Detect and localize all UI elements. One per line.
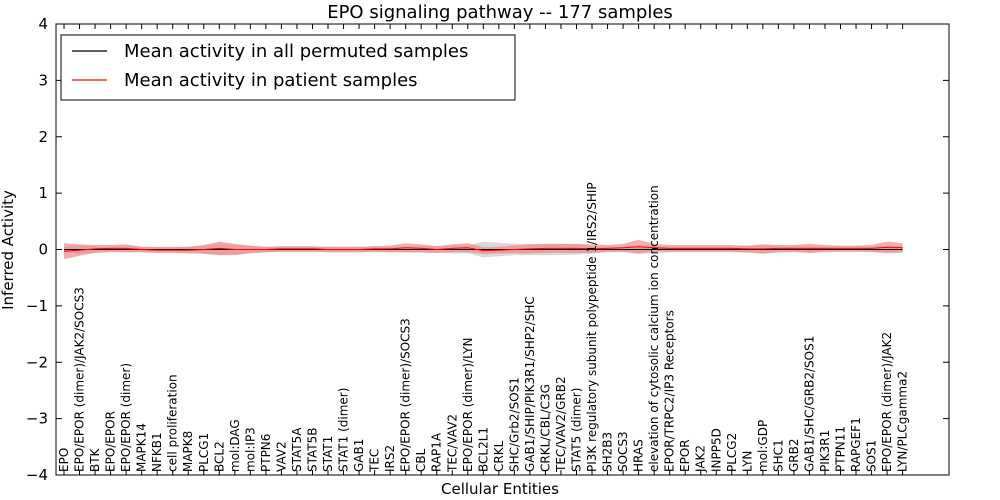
x-tick-label: mol:GDP — [756, 420, 770, 472]
x-tick-label: TEC/VAV2 — [445, 414, 459, 473]
x-tick-label: GRB2 — [787, 438, 801, 472]
x-tick-label: MAPK14 — [135, 423, 149, 472]
x-tick-label: EPO/EPOR (dimer)/JAK2 — [880, 332, 894, 472]
y-tick-label: −4 — [26, 466, 48, 484]
legend: Mean activity in all permuted samples Me… — [60, 34, 516, 101]
x-tick-label: SHC1 — [771, 439, 785, 472]
x-tick-label: CRKL — [492, 440, 506, 472]
y-axis-label: Inferred Activity — [0, 190, 17, 310]
x-tick-label: EPOR/TRPC2/IP3 Receptors — [663, 310, 677, 472]
x-tick-label: elevation of cytosolic calcium ion conce… — [647, 185, 661, 472]
legend-label-patient: Mean activity in patient samples — [124, 70, 418, 91]
x-tick-label: mol:DAG — [228, 419, 242, 472]
y-tick-label: 0 — [38, 241, 48, 259]
y-tick-label: 2 — [38, 128, 48, 146]
x-tick-label: MAPK8 — [181, 431, 195, 472]
y-tick-label: −1 — [26, 297, 48, 315]
x-tick-label: STAT1 (dimer) — [337, 388, 351, 472]
y-tick-label: 4 — [38, 15, 48, 33]
x-tick-label: RAP1A — [430, 432, 444, 472]
x-axis: EPO EPO/EPOR (dimer)/JAK2/SOCS3 BTK EPO/EPO… — [57, 24, 910, 475]
x-tick-label: VAV2 — [274, 441, 288, 472]
x-tick-label: STAT5B — [306, 428, 320, 473]
y-tick-label: 1 — [38, 184, 48, 202]
x-tick-label: EPOR — [678, 439, 692, 472]
x-tick-label: NFKB1 — [150, 432, 164, 472]
x-tick-label: GAB1 — [352, 439, 366, 472]
x-tick-label: SH2B3 — [601, 432, 615, 472]
x-tick-label: STAT1 — [321, 436, 335, 472]
x-tick-label: CBL — [414, 448, 428, 472]
x-tick-label: IRS2 — [383, 445, 397, 472]
x-tick-label: EPO/EPOR (dimer)/JAK2/SOCS3 — [73, 287, 87, 472]
x-tick-label: GAB1/SHIP/PIK3R1/SHP2/SHC — [523, 296, 537, 472]
x-tick-label: LYN — [740, 451, 754, 472]
chart-title: EPO signaling pathway -- 177 samples — [327, 2, 673, 23]
x-tick-label: RAPGEF1 — [849, 417, 863, 472]
x-tick-label: PIK3R1 — [818, 430, 832, 472]
x-tick-label: INPP5D — [709, 428, 723, 472]
legend-box — [60, 34, 516, 101]
x-tick-label: LYN/PLCgamma2 — [896, 371, 910, 472]
x-tick-label: BCL2L1 — [476, 427, 490, 472]
y-tick-label: −2 — [26, 353, 48, 371]
x-tick-label: PTPN6 — [259, 434, 273, 472]
x-tick-label: STAT5A — [290, 427, 304, 472]
x-tick-label: PTPN11 — [834, 426, 848, 472]
x-tick-label: SOS1 — [865, 440, 879, 472]
x-tick-label: TEC/VAV2/GRB2 — [554, 376, 568, 473]
y-tick-label: 3 — [38, 71, 48, 89]
x-tick-label: cell proliferation — [166, 374, 180, 472]
x-tick-label: EPO/EPOR — [104, 411, 118, 472]
x-tick-label: STAT5 (dimer) — [570, 388, 584, 472]
x-tick-label: SOCS3 — [616, 431, 630, 472]
x-tick-label: mol:IP3 — [243, 427, 257, 472]
legend-label-permuted: Mean activity in all permuted samples — [124, 41, 468, 62]
x-tick-label: JAK2 — [694, 445, 708, 473]
x-tick-label: CRKL/CBL/C3G — [538, 384, 552, 472]
y-axis: 4 3 2 1 0 −1 −2 −3 −4 — [26, 15, 949, 484]
x-tick-label: BCL2 — [212, 441, 226, 472]
x-tick-label: PLCG2 — [725, 433, 739, 472]
x-tick-label: PLCG1 — [197, 433, 211, 472]
x-tick-label: TEC — [368, 449, 382, 473]
series-lines — [63, 246, 903, 252]
x-tick-label: GAB1/SHC/GRB2/SOS1 — [802, 336, 816, 472]
x-tick-label: BTK — [88, 447, 102, 472]
x-tick-label: EPO/EPOR (dimer) — [119, 363, 133, 472]
x-axis-label: Cellular Entities — [441, 480, 559, 498]
x-tick-label: EPO/EPOR (dimer)/LYN — [461, 338, 475, 472]
x-tick-label: HRAS — [632, 439, 646, 472]
x-tick-label: EPO/EPOR (dimer)/SOCS3 — [399, 318, 413, 472]
x-tick-label: PI3K regulatory subunit polypeptide 1/IR… — [585, 182, 599, 472]
y-tick-label: −3 — [26, 410, 48, 428]
line-series-1 — [63, 246, 903, 252]
x-tick-label: SHC/Grb2/SOS1 — [507, 377, 521, 472]
x-tick-label: EPO — [57, 448, 71, 472]
